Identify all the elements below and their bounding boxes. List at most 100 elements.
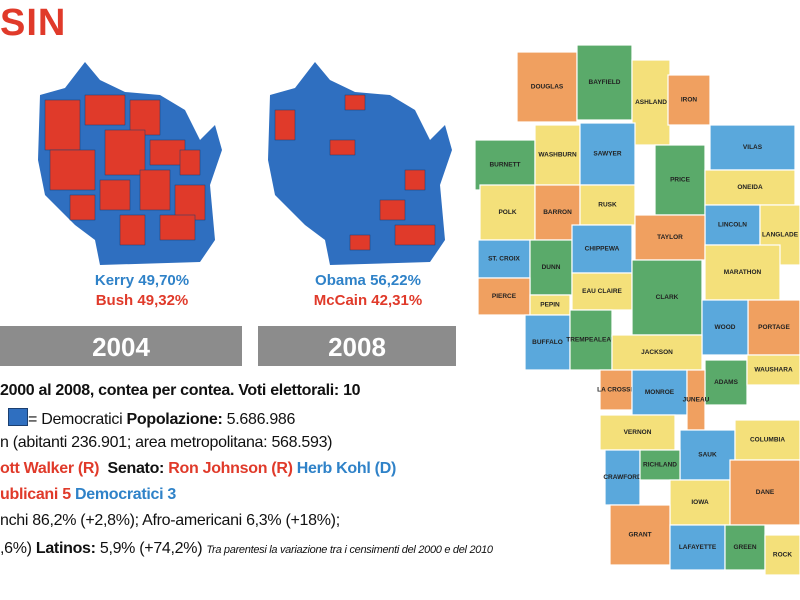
county	[477, 277, 531, 316]
county-block	[179, 149, 201, 176]
county-label: DOUGLAS	[531, 84, 564, 91]
county-label: RICHLAND	[643, 462, 677, 469]
county	[704, 244, 781, 301]
county	[524, 314, 571, 371]
county	[611, 334, 703, 371]
county-label: GRANT	[628, 532, 651, 539]
county-block	[174, 184, 206, 221]
text: Democratici 3	[74, 486, 177, 503]
county-label: BAYFIELD	[589, 79, 621, 86]
county-label: TREMPEALEAU	[566, 337, 616, 344]
county	[709, 124, 796, 171]
county-label: LANGLADE	[762, 232, 799, 239]
info-line: ,6%) Latinos: 5,9% (+74,2%) Tra parentes…	[0, 540, 493, 558]
result-dem-2004: Kerry 49,70%	[94, 272, 190, 289]
county-label: COLUMBIA	[750, 437, 785, 444]
text: 5,9% (+74,2%)	[99, 540, 203, 557]
county-label: RUSK	[598, 202, 617, 209]
text: n (abitanti 236.901; area metropolitana:…	[0, 434, 333, 451]
county-label: BURNETT	[489, 162, 520, 169]
result-rep-2008: McCain 42,31%	[313, 292, 423, 309]
county	[631, 259, 703, 336]
county-label: CHIPPEWA	[585, 246, 620, 253]
county-block	[159, 214, 196, 241]
county-label: VERNON	[624, 429, 652, 436]
text: ,6%)	[0, 540, 32, 557]
county	[724, 524, 766, 571]
county	[516, 51, 578, 123]
result-rep-2004: Bush 49,32%	[95, 292, 189, 309]
county	[631, 59, 671, 146]
year-bar-2008: 2008	[258, 326, 456, 366]
county	[569, 309, 613, 371]
county-label: POLK	[498, 209, 516, 216]
county-label: LA CROSSE	[597, 387, 635, 394]
county-label: DANE	[756, 489, 775, 496]
county-label: ST. CROIX	[488, 256, 520, 263]
legend-swatch	[8, 408, 28, 426]
county	[639, 449, 681, 481]
county-label: JACKSON	[641, 349, 673, 356]
county-label: LINCOLN	[718, 222, 747, 229]
county	[631, 369, 688, 416]
county-label: LAFAYETTE	[679, 544, 717, 551]
county	[667, 74, 711, 126]
text: Senato:	[107, 460, 165, 477]
county-label: SAUK	[698, 452, 717, 459]
text: ott Walker (R)	[0, 460, 100, 477]
text: ublicani 5	[0, 486, 71, 503]
text: Popolazione:	[126, 411, 223, 428]
county-block	[149, 139, 186, 166]
text: = Democratici	[28, 411, 123, 428]
county	[746, 354, 800, 386]
county-label: WOOD	[715, 324, 736, 331]
text: Ron Johnson (R)	[168, 460, 293, 477]
county-block	[349, 234, 371, 251]
text: nchi 86,2% (+2,8%); Afro-americani 6,3% …	[0, 512, 340, 529]
county	[534, 124, 581, 186]
county-label: WAUSHARA	[754, 367, 793, 374]
county-label: PRICE	[670, 177, 691, 184]
county-label: IOWA	[691, 499, 709, 506]
county-label: IRON	[681, 97, 698, 104]
county-label: JUNEAU	[683, 397, 710, 404]
county	[704, 169, 796, 206]
county-label: EAU CLAIRE	[582, 288, 622, 295]
map-2008	[268, 62, 452, 265]
county-label: BUFFALO	[532, 339, 563, 346]
county	[529, 239, 573, 296]
county-block	[394, 224, 436, 246]
text: 5.686.986	[226, 411, 296, 428]
info-line: = Democratici Popolazione: 5.686.986	[0, 408, 295, 429]
county-block	[84, 94, 126, 126]
county	[634, 214, 706, 261]
year-bar-2004: 2004	[0, 326, 242, 366]
county	[474, 139, 536, 191]
note: Tra parentesi la variazione tra i censim…	[206, 544, 493, 556]
county-block	[44, 99, 81, 151]
county-block	[404, 169, 426, 191]
county-label: MONROE	[645, 389, 675, 396]
county-label: PIERCE	[492, 293, 517, 300]
county	[701, 299, 749, 356]
county-label: ADAMS	[714, 379, 738, 386]
county-label: GREEN	[733, 544, 756, 551]
county-label: PEPIN	[540, 302, 560, 309]
county-block	[69, 194, 96, 221]
county	[764, 534, 800, 576]
county-block	[49, 149, 96, 191]
county	[729, 459, 800, 526]
county-label: CRAWFORD	[603, 474, 642, 481]
county	[571, 224, 633, 274]
county	[604, 449, 641, 506]
county-label: TAYLOR	[657, 234, 683, 241]
county-label: ROCK	[773, 552, 792, 559]
county-block	[344, 94, 366, 111]
county	[599, 414, 676, 451]
county-label: ONEIDA	[737, 184, 763, 191]
text: Herb Kohl (D)	[296, 460, 397, 477]
county-label: MARATHON	[724, 269, 762, 276]
info-line: ott Walker (R) Senato: Ron Johnson (R) H…	[0, 460, 396, 478]
